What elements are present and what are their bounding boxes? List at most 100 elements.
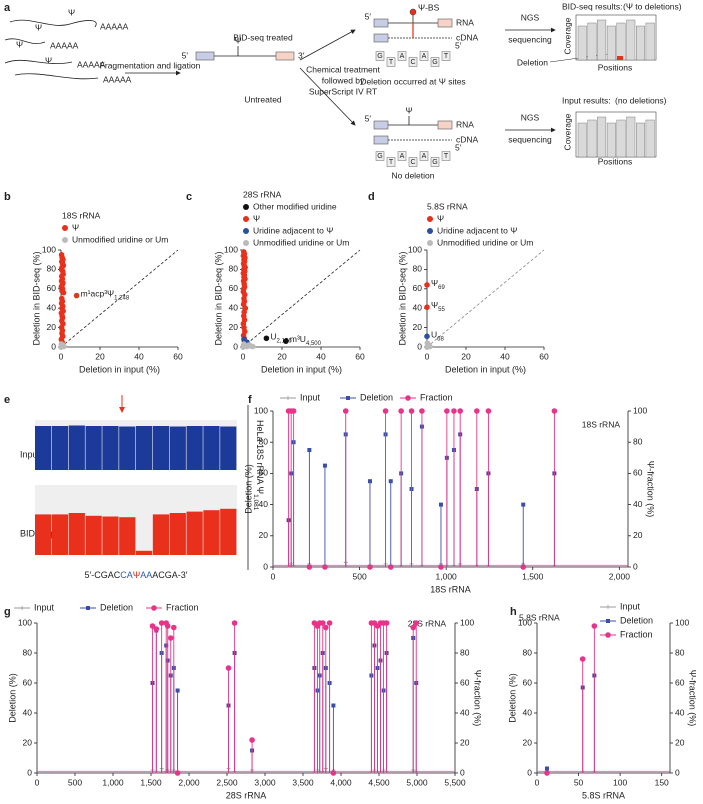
nucleotide: T: [389, 59, 394, 66]
y-tick-label: 60: [47, 283, 57, 293]
track-title-main: HeLa 18S rRNA Ψ: [255, 420, 265, 494]
schematic-label: Ψ: [234, 35, 241, 45]
schematic-label: cDNA: [456, 32, 479, 42]
x-tick-label: 60: [355, 351, 365, 361]
y2-axis-label: Ψ-fraction (%): [688, 670, 698, 727]
marker: [410, 624, 417, 631]
y-tick-label: 100: [254, 405, 268, 415]
annotation-sub: 4,500: [306, 341, 322, 347]
schematic-label: AAAAA: [100, 21, 129, 31]
x-tick-label: 50: [574, 777, 584, 787]
y-tick-label: 80: [259, 436, 269, 446]
schematic-label: 5′: [365, 11, 372, 21]
marker: [398, 408, 404, 414]
legend-swatch: [243, 240, 249, 246]
y-tick-label: 20: [259, 530, 269, 540]
marker: [474, 408, 480, 414]
x-tick-label: 5,500: [444, 777, 466, 787]
legend-swatch: [427, 228, 433, 234]
legend-marker: [286, 396, 290, 400]
y2-tick-label: 20: [675, 737, 685, 747]
coverage-bar: [203, 510, 220, 555]
y-tick-label: 40: [523, 707, 533, 717]
marker: [322, 564, 328, 570]
nucleotide: G: [432, 59, 437, 66]
coverage-bar: [636, 122, 645, 158]
legend-swatch: [243, 228, 249, 234]
legend-marker: [86, 606, 90, 610]
y2-tick-label: 20: [460, 737, 470, 747]
legend-label: Fraction: [420, 392, 453, 402]
coverage-bar: [626, 116, 636, 158]
legend-marker: [346, 396, 350, 400]
x-tick-label: 2,000: [609, 571, 631, 581]
schematic-label: followed by: [322, 75, 365, 85]
marker: [153, 626, 160, 632]
x-tick-label: 1,000: [102, 777, 124, 787]
coverage-bar: [587, 22, 597, 61]
y-tick-label: 80: [23, 647, 33, 657]
y2-tick-label: 60: [460, 677, 470, 687]
coverage-bar: [587, 119, 597, 158]
marker: [330, 770, 337, 776]
x-axis-label: 18S rRNA: [430, 584, 471, 594]
nucleotide-box: [397, 151, 407, 161]
marker: [290, 408, 297, 414]
x-tick-label: 4,000: [330, 777, 352, 787]
schematic-label: Ψ: [35, 22, 42, 32]
schematic-label: Ψ: [405, 105, 412, 115]
coverage-bar: [220, 426, 237, 470]
schematic-label: Ψ-BS: [418, 2, 440, 12]
marker: [175, 688, 180, 693]
marker: [171, 624, 177, 631]
coverage-bar: [186, 426, 203, 470]
adapter: [373, 120, 389, 130]
nucleotide: A: [422, 53, 427, 60]
x-tick-label: 500: [352, 571, 366, 581]
track-title: HeLa 18S rRNA Ψ1,081: [252, 420, 265, 511]
x-axis-label: Deletion in input (%): [445, 364, 526, 374]
annotated-point: [424, 304, 430, 311]
nucleotide: C: [410, 59, 415, 66]
marker: [149, 623, 156, 629]
legend-label: Unmodified uridine or Um: [72, 234, 168, 244]
marker: [306, 564, 313, 570]
marker: [408, 408, 415, 414]
chart: 0 20 40 60 80 100 0 500 1,000 1,500 2,000 2,500 3,00…: [7, 602, 482, 800]
point: [59, 342, 66, 349]
marker: [438, 502, 443, 507]
legend-title: 18S rRNA: [62, 210, 101, 220]
marker: [367, 564, 373, 570]
schematic-label: 5′: [455, 142, 462, 152]
marker: [438, 564, 444, 570]
nucleotide-box: [408, 57, 418, 67]
marker: [319, 620, 326, 626]
legend-marker: [605, 632, 611, 638]
coverage-bar: [203, 426, 220, 470]
coverage-bar: [577, 25, 587, 61]
schematic-label: Ψ: [68, 7, 75, 17]
x-tick-label: 40: [316, 351, 326, 361]
schematic-label: sequencing: [508, 34, 552, 44]
x-tick-label: 60: [539, 351, 549, 361]
point: [241, 336, 247, 343]
marker: [388, 479, 393, 484]
schematic-label: Chemical treatment: [306, 64, 380, 74]
sequence: 5′-CGACCAΨAAACGA-3′: [85, 570, 188, 580]
x-tick-label: 3,000: [254, 777, 276, 787]
x-axis-label: 28S rRNA: [226, 790, 267, 800]
nucleotide-box: [386, 157, 396, 167]
y2-tick-label: 40: [675, 707, 685, 717]
legend-label: Other modified uridine: [253, 201, 337, 211]
marker: [451, 408, 457, 414]
legend-label: Ψ: [253, 213, 260, 223]
y2-tick-label: 0: [675, 767, 680, 777]
chart-title: 5.8S rRNA: [519, 612, 560, 622]
legend-label: Deletion: [100, 602, 133, 612]
marker: [457, 408, 463, 414]
marker: [544, 770, 550, 776]
x-tick-label: 500: [68, 777, 82, 787]
marker: [579, 656, 586, 662]
sequence-part: Ψ: [133, 570, 141, 580]
y-tick-label: 40: [259, 499, 269, 509]
